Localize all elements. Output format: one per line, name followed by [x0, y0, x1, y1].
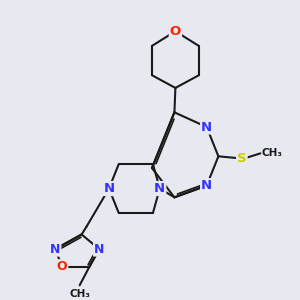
Text: N: N	[94, 243, 104, 256]
Text: O: O	[57, 260, 68, 273]
Text: N: N	[103, 182, 115, 195]
Text: CH₃: CH₃	[261, 148, 282, 158]
Text: N: N	[50, 243, 60, 256]
Text: N: N	[201, 179, 212, 192]
Text: S: S	[237, 152, 247, 165]
Text: N: N	[201, 121, 212, 134]
Text: O: O	[170, 25, 181, 38]
Text: CH₃: CH₃	[69, 289, 90, 299]
Text: N: N	[154, 182, 165, 195]
